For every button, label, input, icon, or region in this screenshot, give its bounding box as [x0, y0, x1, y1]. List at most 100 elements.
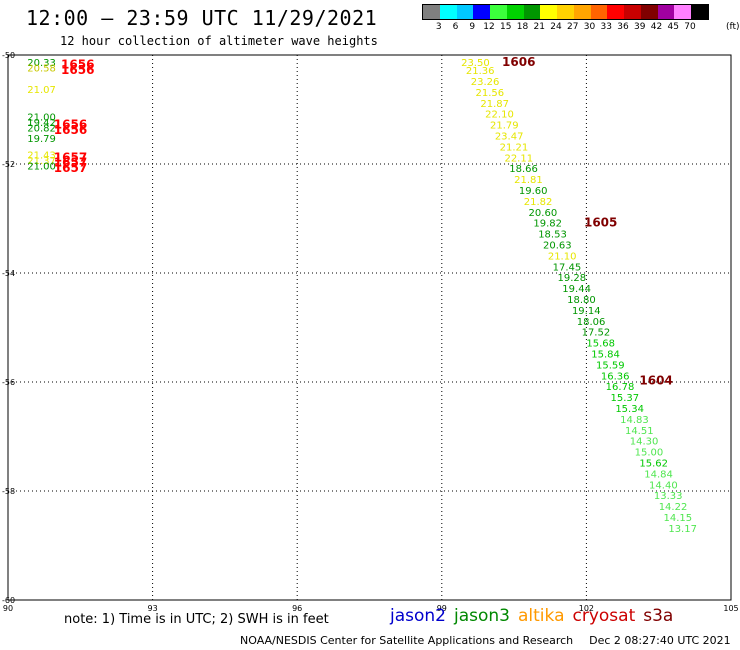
satellite-legend-item: s3a [643, 606, 674, 626]
satellite-legend-item: altika [518, 606, 565, 626]
time-label: 1604 [639, 374, 672, 388]
latitude-label: -50 [2, 51, 15, 60]
color-swatch [607, 5, 624, 19]
longitude-label: 93 [148, 604, 158, 613]
color-legend-label: 3 [435, 22, 442, 32]
color-swatch [439, 5, 457, 19]
wave-height-value: 21.43 [27, 151, 56, 162]
longitude-label: 96 [292, 604, 302, 613]
latitude-label: -52 [2, 160, 15, 169]
color-swatch [674, 5, 691, 19]
color-swatch [624, 5, 641, 19]
color-swatch [523, 5, 541, 19]
wave-height-value: 22.10 [485, 110, 514, 121]
wave-height-value: 21.00 [27, 112, 56, 123]
color-legend-label: 30 [583, 22, 596, 32]
color-swatch [456, 5, 474, 19]
color-legend-unit: (ft) [726, 22, 740, 32]
color-swatch [691, 5, 708, 19]
credit-timestamp: Dec 2 08:27:40 UTC 2021 [589, 634, 731, 647]
wave-height-value: 21.07 [27, 85, 56, 96]
wave-height-value: 17.45 [553, 262, 582, 273]
color-swatches [422, 4, 709, 20]
wave-height-value: 20.63 [543, 240, 572, 251]
longitude-label: 105 [723, 604, 738, 613]
wave-height-value: 19.44 [562, 284, 591, 295]
color-legend-label: 33 [600, 22, 612, 32]
wave-height-value: 14.84 [644, 469, 673, 480]
wave-height-value: 18.06 [577, 317, 606, 328]
wave-height-value: 15.37 [611, 393, 640, 404]
color-legend-label: 12 [483, 22, 495, 32]
wave-height-value: 16.78 [606, 382, 635, 393]
color-legend-label: 21 [533, 22, 545, 32]
color-legend-label: 39 [634, 22, 646, 32]
wave-height-value: 23.47 [495, 131, 524, 142]
credit-text: NOAA/NESDIS Center for Satellite Applica… [240, 634, 574, 647]
longitude-label: 102 [579, 604, 594, 613]
wave-height-value: 23.26 [471, 77, 500, 88]
map-axis-labels: 90 93 96 99 102 105 -50 -52 -54 -56 -58 -60 [2, 51, 739, 613]
wave-height-value: 20.60 [529, 208, 558, 219]
satellite-legend-item: jason2 [390, 606, 446, 626]
wave-height-value: 15.00 [635, 448, 664, 459]
wave-height-value: 14.51 [625, 426, 654, 437]
color-swatch [473, 5, 490, 19]
wave-height-value: 15.59 [596, 360, 625, 371]
latitude-label: -56 [2, 378, 15, 387]
wave-height-value: 21.82 [524, 197, 553, 208]
time-label: 1656 [61, 58, 94, 72]
wave-height-value: 14.30 [630, 437, 659, 448]
wave-height-value: 20.82 [27, 123, 56, 134]
latitude-label: -58 [2, 487, 15, 496]
wave-height-value: 18.53 [538, 230, 567, 241]
wave-height-value: 19.79 [27, 134, 56, 145]
wave-height-value: 20.33 [27, 58, 56, 69]
time-label: 1656 [54, 118, 87, 132]
page-subtitle: 12 hour collection of altimeter wave hei… [60, 34, 378, 48]
map-frame [7, 54, 732, 601]
wave-height-value: 19.42 [27, 118, 56, 129]
wave-height-value: 20.58 [27, 63, 56, 74]
color-swatch [590, 5, 608, 19]
wave-height-value: 13.33 [654, 491, 683, 502]
page-title: 12:00 – 23:59 UTC 11/29/2021 [26, 6, 378, 30]
color-swatch [573, 5, 591, 19]
wave-height-value: 18.80 [567, 295, 596, 306]
wave-height-value: 21.21 [500, 142, 529, 153]
wave-height-value: 21.10 [548, 251, 577, 262]
time-label: 1656 [61, 63, 94, 77]
wave-height-value: 13.17 [668, 524, 697, 535]
wave-height-value: 15.62 [639, 458, 668, 469]
color-swatch [557, 5, 574, 19]
wave-height-value: 15.34 [615, 404, 644, 415]
satellite-legend-item: jason3 [454, 606, 510, 626]
time-label: 1656 [54, 123, 87, 137]
wave-height-value: 21.56 [476, 88, 505, 99]
wave-height-value: 15.84 [591, 349, 620, 360]
color-swatch [640, 5, 658, 19]
wave-height-value: 21.87 [480, 99, 509, 110]
color-swatch [506, 5, 524, 19]
wave-height-value: 22.11 [504, 153, 533, 164]
wave-height-value: 14.22 [659, 502, 688, 513]
wave-height-value: 19.82 [533, 219, 562, 230]
longitude-label: 90 [3, 604, 13, 613]
latitude-label: -60 [2, 596, 15, 605]
longitude-label: 99 [437, 604, 447, 613]
wave-height-value: 14.15 [664, 513, 693, 524]
color-legend-label: 15 [500, 22, 512, 32]
wave-height-value: 18.66 [509, 164, 538, 175]
wave-height-value: 19.60 [519, 186, 548, 197]
color-swatch [423, 5, 440, 19]
color-legend-labels: (ft) 3 6 9 12 15 18 21 24 27 30 33 36 39 42 45 70 [422, 20, 740, 32]
time-label: 1657 [54, 156, 87, 170]
color-legend-label: 27 [567, 22, 579, 32]
color-legend-label: 70 [684, 22, 696, 32]
time-label: 1657 [54, 161, 87, 175]
color-legend-label: 6 [452, 22, 459, 32]
time-label: 1657 [54, 150, 87, 164]
